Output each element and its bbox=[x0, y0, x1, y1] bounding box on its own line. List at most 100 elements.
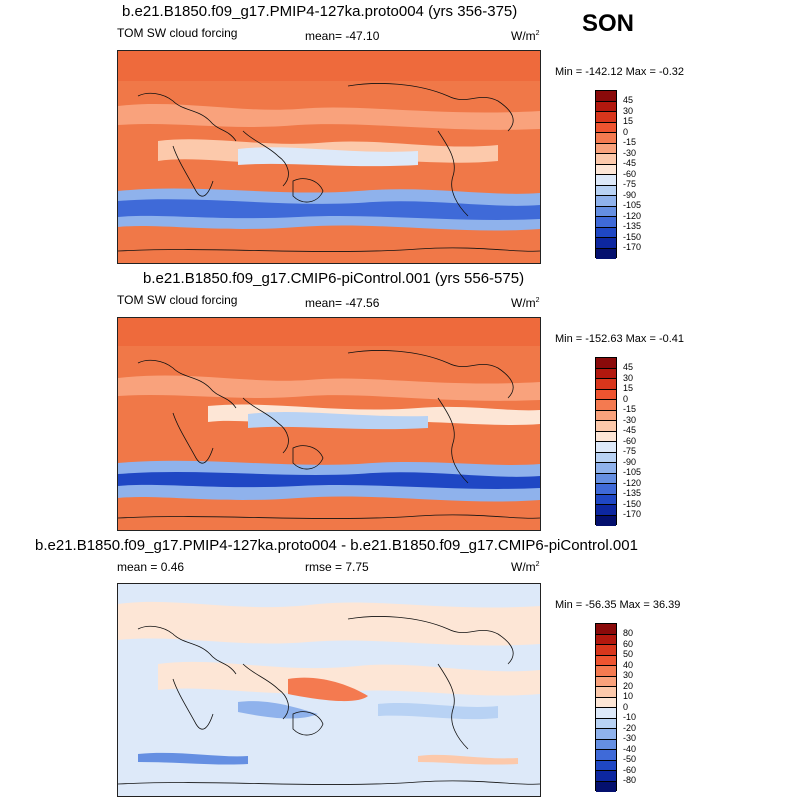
legend-swatch bbox=[596, 781, 616, 792]
legend-swatch bbox=[596, 227, 616, 238]
legend-label: -150 bbox=[623, 498, 642, 509]
legend-label: 0 bbox=[623, 701, 629, 712]
legend-swatch bbox=[596, 368, 616, 379]
legend-label: 20 bbox=[623, 680, 634, 691]
legend-swatch bbox=[596, 515, 616, 526]
legend-swatch bbox=[596, 175, 616, 186]
panel-3-title: b.e21.B1850.f09_g17.PMIP4-127ka.proto004… bbox=[35, 537, 638, 554]
legend-swatch bbox=[596, 91, 616, 102]
panel-2-mean: mean= -47.56 bbox=[305, 296, 380, 310]
legend-label: -105 bbox=[623, 467, 642, 477]
legend-label: 45 bbox=[623, 95, 634, 105]
legend-swatch bbox=[596, 101, 616, 112]
legend-swatch bbox=[596, 143, 616, 154]
panel-3-legend bbox=[595, 623, 617, 792]
legend-label: -80 bbox=[623, 775, 637, 785]
legend-label: -15 bbox=[623, 404, 637, 414]
panel-2-legend bbox=[595, 357, 617, 526]
legend-label: -120 bbox=[623, 477, 642, 488]
legend-label: 40 bbox=[623, 659, 634, 670]
legend-label: -60 bbox=[623, 168, 637, 179]
legend-swatch bbox=[596, 164, 616, 175]
panel-3-map bbox=[117, 583, 541, 797]
legend-swatch bbox=[596, 358, 616, 369]
legend-swatch bbox=[596, 750, 616, 761]
legend-label: -120 bbox=[623, 210, 642, 221]
legend-label: 45 bbox=[623, 362, 634, 372]
legend-swatch bbox=[596, 133, 616, 144]
legend-swatch bbox=[596, 431, 616, 442]
panel-1-map bbox=[117, 50, 541, 264]
legend-swatch bbox=[596, 410, 616, 421]
season-label: SON bbox=[582, 10, 635, 37]
legend-label: 0 bbox=[623, 126, 629, 137]
panel-3-units: W/m2 bbox=[511, 560, 540, 574]
legend-label: -135 bbox=[623, 221, 642, 231]
panel-2-title: b.e21.B1850.f09_g17.CMIP6-piControl.001 … bbox=[143, 270, 525, 287]
legend-label: -50 bbox=[623, 754, 637, 764]
panel-2-field-label: TOM SW cloud forcing bbox=[117, 293, 238, 307]
panel-1-units: W/m2 bbox=[511, 29, 540, 43]
legend-label: -30 bbox=[623, 147, 637, 158]
legend-swatch bbox=[596, 154, 616, 165]
panel-1-mean: mean= -47.10 bbox=[305, 29, 380, 43]
legend-swatch bbox=[596, 624, 616, 635]
panel-1-minmax: Min = -142.12 Max = -0.32 bbox=[555, 66, 685, 78]
legend-label: 60 bbox=[623, 638, 634, 649]
legend-label: -75 bbox=[623, 179, 637, 189]
legend-swatch bbox=[596, 760, 616, 771]
legend-label: 10 bbox=[623, 691, 634, 701]
legend-label: -90 bbox=[623, 189, 637, 200]
legend-swatch bbox=[596, 687, 616, 698]
legend-label: 30 bbox=[623, 670, 634, 680]
legend-swatch bbox=[596, 238, 616, 249]
legend-label: -150 bbox=[623, 231, 642, 242]
legend-swatch bbox=[596, 494, 616, 505]
panel-2-map bbox=[117, 317, 541, 531]
panel-1-field-label: TOM SW cloud forcing bbox=[117, 26, 238, 40]
legend-swatch bbox=[596, 421, 616, 432]
legend-swatch bbox=[596, 442, 616, 453]
legend-swatch bbox=[596, 389, 616, 400]
legend-swatch bbox=[596, 739, 616, 750]
panel-2-units: W/m2 bbox=[511, 296, 540, 310]
legend-label: -60 bbox=[623, 435, 637, 446]
legend-label: 50 bbox=[623, 649, 634, 659]
legend-label: -45 bbox=[623, 158, 637, 168]
legend-swatch bbox=[596, 452, 616, 463]
legend-swatch bbox=[596, 196, 616, 207]
legend-swatch bbox=[596, 645, 616, 656]
legend-swatch bbox=[596, 771, 616, 782]
panel-1-legend-labels: 45 30 15 0 -15 -30 -45 -60 -75 -90 -105 -120 -135 -15… bbox=[623, 90, 663, 258]
legend-swatch bbox=[596, 248, 616, 259]
legend-swatch bbox=[596, 708, 616, 719]
legend-swatch bbox=[596, 697, 616, 708]
legend-label: -15 bbox=[623, 137, 637, 147]
legend-label: 80 bbox=[623, 628, 634, 638]
legend-swatch bbox=[596, 473, 616, 484]
panel-2-legend-labels: 45 30 15 0 -15 -30 -45 -60 -75 -90 -105 -120 -135 -15… bbox=[623, 357, 663, 525]
legend-label: -60 bbox=[623, 764, 637, 775]
legend-swatch bbox=[596, 206, 616, 217]
legend-label: -30 bbox=[623, 733, 637, 743]
legend-label: 0 bbox=[623, 393, 629, 404]
panel-3-minmax: Min = -56.35 Max = 36.39 bbox=[555, 599, 681, 611]
panel-2-minmax: Min = -152.63 Max = -0.41 bbox=[555, 333, 685, 345]
legend-label: 15 bbox=[623, 116, 634, 126]
legend-label: -105 bbox=[623, 200, 642, 210]
legend-label: -20 bbox=[623, 722, 637, 733]
legend-label: -170 bbox=[623, 509, 642, 519]
legend-label: -10 bbox=[623, 712, 637, 722]
legend-label: -90 bbox=[623, 456, 637, 467]
legend-label: -170 bbox=[623, 242, 642, 252]
legend-label: 30 bbox=[623, 105, 634, 116]
legend-label: -75 bbox=[623, 446, 637, 456]
legend-swatch bbox=[596, 217, 616, 228]
panel-3-mean: mean = 0.46 bbox=[117, 560, 185, 574]
legend-swatch bbox=[596, 400, 616, 411]
legend-swatch bbox=[596, 185, 616, 196]
legend-swatch bbox=[596, 463, 616, 474]
legend-label: 30 bbox=[623, 372, 634, 383]
legend-label: -30 bbox=[623, 414, 637, 425]
panel-3-rmse: rmse = 7.75 bbox=[305, 560, 369, 574]
